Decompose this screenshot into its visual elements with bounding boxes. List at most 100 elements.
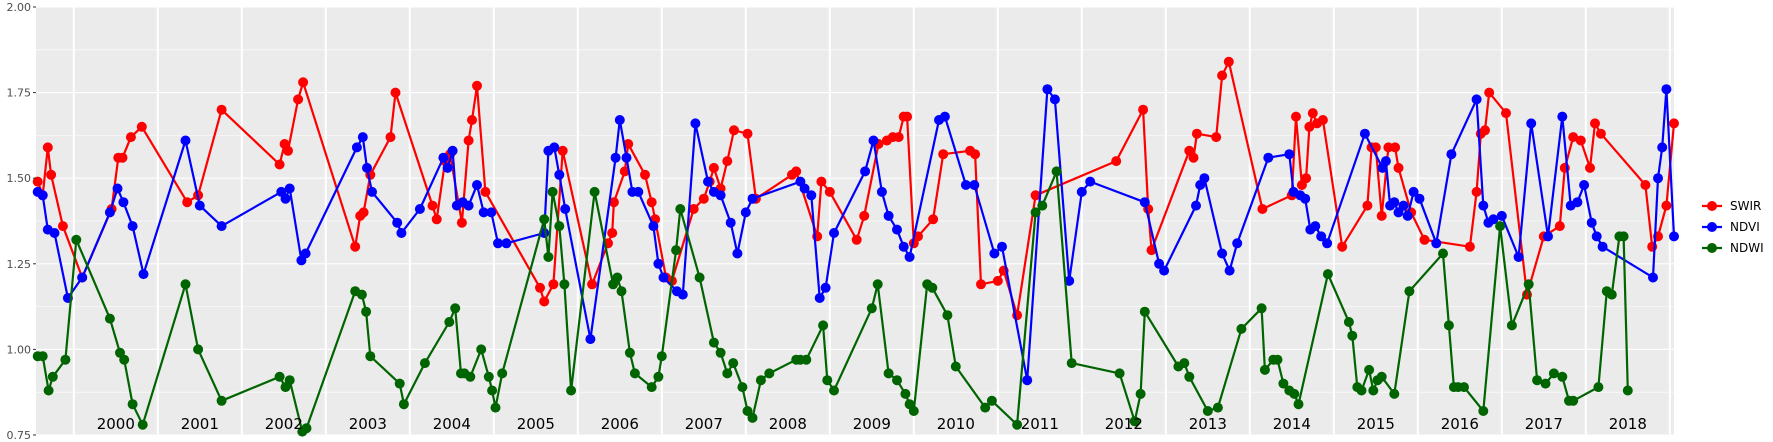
data-point — [1076, 186, 1087, 197]
data-point — [1037, 200, 1048, 211]
data-point — [301, 423, 312, 434]
data-point — [1402, 210, 1413, 221]
data-point — [118, 197, 129, 208]
data-point — [293, 94, 304, 105]
data-point — [46, 169, 57, 180]
data-point — [119, 354, 130, 365]
data-point — [1443, 320, 1454, 331]
y-tick-label: 0.75 — [7, 429, 32, 442]
data-point — [548, 279, 559, 290]
data-point — [559, 279, 570, 290]
series-ndwi — [32, 166, 1633, 437]
data-point — [1484, 87, 1495, 98]
data-point — [543, 252, 554, 262]
data-point — [892, 224, 902, 235]
data-point — [671, 245, 682, 256]
data-point — [755, 375, 766, 386]
data-point — [539, 296, 550, 307]
data-point — [1284, 149, 1295, 160]
data-point — [992, 275, 1003, 286]
data-point — [1389, 197, 1400, 208]
data-point — [737, 382, 748, 393]
data-point — [1307, 108, 1318, 119]
data-point — [447, 145, 458, 156]
data-point — [1300, 193, 1311, 204]
data-point — [1263, 152, 1274, 163]
data-point — [394, 378, 405, 389]
data-point — [385, 132, 396, 143]
data-point — [806, 190, 817, 201]
data-point — [1459, 382, 1469, 393]
data-point — [1135, 388, 1146, 399]
data-point — [883, 210, 894, 221]
data-point — [1368, 385, 1379, 396]
data-point — [791, 166, 802, 177]
data-point — [1224, 265, 1235, 276]
data-point — [1446, 149, 1457, 160]
data-point — [497, 368, 508, 379]
data-point — [1618, 231, 1629, 242]
data-point — [722, 156, 733, 167]
data-point — [732, 248, 743, 259]
y-tick-label: 1.50 — [7, 172, 32, 185]
data-point — [1236, 323, 1247, 334]
data-point — [728, 358, 739, 369]
data-point — [740, 207, 751, 218]
data-point — [1419, 234, 1430, 245]
data-point — [1471, 94, 1482, 105]
data-point — [450, 303, 461, 314]
data-point — [1376, 371, 1387, 382]
data-point — [180, 279, 191, 290]
data-point — [1146, 245, 1157, 256]
data-point — [490, 402, 501, 413]
data-point — [1657, 142, 1668, 153]
data-point — [1291, 111, 1301, 122]
data-point — [587, 279, 598, 290]
data-point — [362, 162, 372, 173]
series-layer — [32, 56, 1679, 437]
data-point — [1389, 388, 1400, 399]
data-point — [715, 347, 726, 358]
data-point — [463, 135, 474, 146]
data-point — [859, 210, 870, 221]
data-point — [1591, 231, 1602, 242]
data-point — [1223, 56, 1234, 67]
data-point — [180, 135, 191, 146]
major-gridlines — [36, 6, 1674, 436]
data-point — [1478, 200, 1489, 211]
data-point — [1188, 152, 1199, 163]
y-tick-label: 1.00 — [7, 343, 32, 356]
year-label: 2013 — [1189, 415, 1227, 433]
data-point — [298, 77, 309, 88]
data-point — [1640, 180, 1651, 190]
data-point — [182, 197, 193, 208]
data-point — [1501, 108, 1511, 119]
data-point — [675, 204, 686, 214]
data-point — [646, 382, 657, 393]
year-label: 2004 — [433, 415, 471, 433]
data-point — [1217, 248, 1228, 259]
data-point — [1257, 204, 1268, 214]
data-point — [117, 152, 128, 163]
data-point — [1042, 84, 1053, 95]
data-point — [419, 358, 430, 369]
data-point — [280, 193, 291, 204]
data-point — [1051, 166, 1062, 177]
data-point — [1111, 156, 1122, 167]
data-point — [431, 214, 442, 225]
data-point — [1129, 416, 1140, 427]
data-point — [398, 399, 409, 410]
year-label: 2010 — [937, 415, 975, 433]
data-point — [47, 371, 58, 382]
data-point — [742, 406, 753, 416]
legend-label-ndvi: NDVI — [1730, 220, 1760, 234]
data-point — [1495, 221, 1506, 232]
data-point — [851, 234, 862, 245]
data-point — [274, 371, 285, 382]
data-point — [1337, 241, 1348, 252]
data-point — [1464, 241, 1475, 252]
data-point — [980, 402, 991, 413]
data-point — [1278, 378, 1289, 389]
data-point — [677, 289, 688, 300]
data-point — [1557, 371, 1568, 382]
